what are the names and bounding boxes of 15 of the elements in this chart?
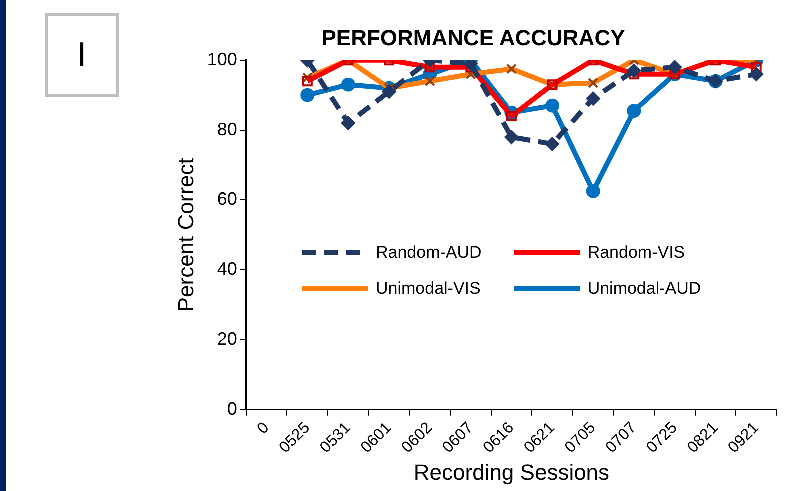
y-tick-label: 40 (217, 259, 238, 280)
legend-label: Unimodal-VIS (376, 279, 481, 299)
y-tick-label: 20 (217, 328, 238, 349)
text: I (45, 13, 119, 97)
y-axis-title: Percent Correct (173, 158, 198, 312)
x-axis-title: Recording Sessions (414, 460, 610, 485)
legend-label: Random-VIS (588, 243, 686, 263)
y-tick-label: 80 (217, 119, 238, 140)
x-tick-label: 0 (254, 420, 273, 438)
legend-label: Unimodal-AUD (588, 279, 702, 299)
y-tick-label: 100 (207, 49, 238, 70)
chart-title: PERFORMANCE ACCURACY (322, 25, 626, 50)
legend-label: Random-AUD (376, 243, 482, 263)
y-tick-label: 60 (217, 189, 238, 210)
y-tick-label: 0 (227, 398, 238, 419)
